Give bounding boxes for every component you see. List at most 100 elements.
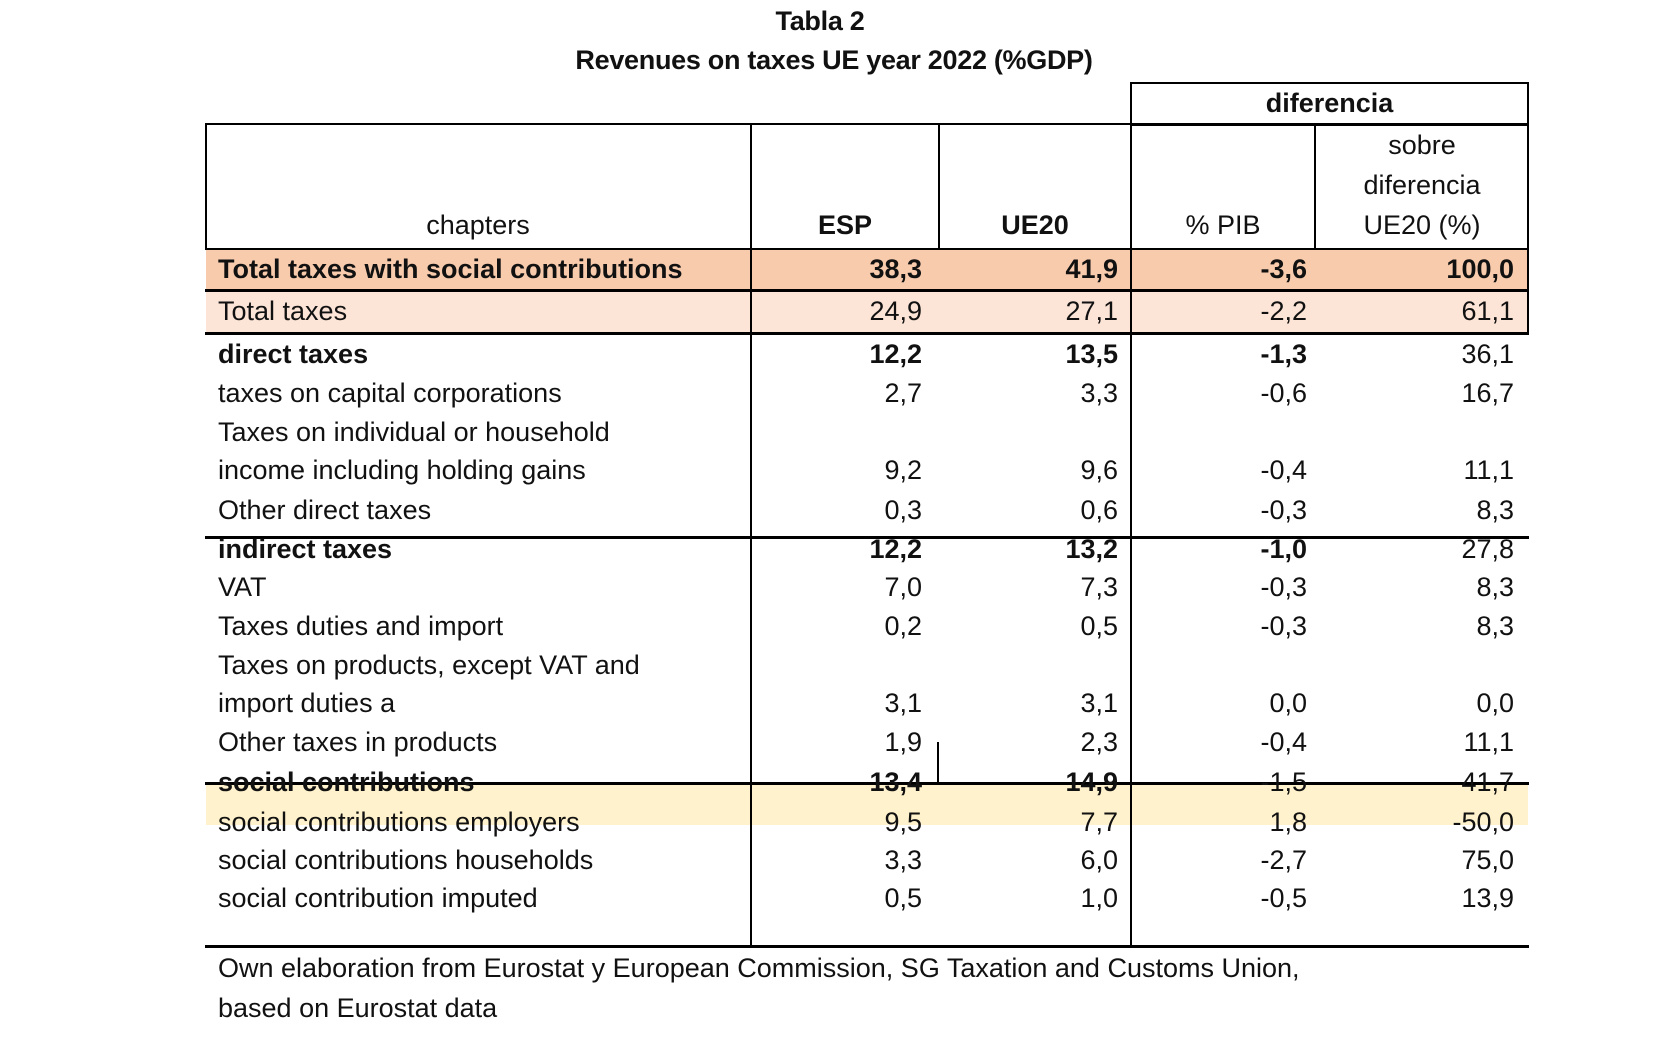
row-label: social contributions households (218, 845, 594, 875)
rule-after-indirect-taxes (205, 782, 1529, 785)
row-label: VAT (218, 572, 267, 602)
row-value-pib: 0,0 (1269, 688, 1307, 718)
row-value-sobre: 41,7 (1461, 767, 1514, 797)
divider-right-top (1527, 124, 1529, 334)
row-value-pib: 1,8 (1269, 807, 1307, 837)
row-value-pib: -0,4 (1260, 455, 1307, 485)
row-value-ue20: 13,5 (1065, 339, 1118, 369)
rule-after-total-with-social (205, 289, 1529, 292)
divider-chapters-esp (750, 124, 752, 947)
source-note-line2: based on Eurostat data (218, 993, 498, 1023)
row-value-ue20: 0,5 (1080, 611, 1118, 641)
row-fill-total-taxes (206, 291, 1528, 333)
row-label: taxes on capital corporations (218, 378, 562, 408)
table-subtitle: Revenues on taxes UE year 2022 (%GDP) (575, 45, 1093, 75)
row-value-sobre: 36,1 (1461, 339, 1514, 369)
rule-after-direct-taxes (205, 536, 1529, 539)
row-value-esp: 3,3 (884, 845, 922, 875)
row-label: Taxes on products, except VAT and (218, 650, 640, 680)
row-value-sobre: 11,1 (1463, 455, 1514, 485)
row-value-ue20: 13,2 (1065, 534, 1118, 564)
row-value-sobre: 27,8 (1461, 534, 1514, 564)
row-value-ue20: 2,3 (1080, 727, 1118, 757)
row-fill-social-contributions (206, 785, 1528, 825)
row-value-pib: -0,5 (1260, 883, 1307, 913)
row-label: social contributions (218, 767, 475, 797)
row-value-ue20: 6,0 (1080, 845, 1118, 875)
row-value-pib: -2,2 (1260, 296, 1307, 326)
row-fill-total-with-social (206, 249, 1528, 290)
row-value-pib: -0,3 (1260, 495, 1307, 525)
row-value-ue20: 7,3 (1080, 572, 1118, 602)
column-header-chapters: chapters (426, 210, 530, 240)
diferencia-label: diferencia (1265, 88, 1394, 118)
column-header-pib: % PIB (1185, 210, 1261, 240)
row-value-sobre: 16,7 (1461, 378, 1514, 408)
table-title: Tabla 2 (775, 6, 865, 36)
row-value-ue20: 1,0 (1080, 883, 1118, 913)
row-value-ue20: 7,7 (1080, 807, 1118, 837)
row-label: Other direct taxes (218, 495, 432, 525)
row-value-pib: -0,3 (1260, 572, 1307, 602)
row-value-pib: -3,6 (1260, 254, 1307, 284)
row-value-sobre: 0,0 (1476, 688, 1514, 718)
row-value-esp: 3,1 (884, 688, 922, 718)
row-value-sobre: 61,1 (1461, 296, 1514, 326)
row-label: income including holding gains (218, 455, 586, 485)
row-value-esp: 7,0 (884, 572, 922, 602)
row-value-esp: 12,2 (869, 534, 922, 564)
row-value-sobre: 8,3 (1476, 495, 1514, 525)
row-value-ue20: 3,1 (1080, 688, 1118, 718)
row-label: Taxes on individual or household (218, 417, 610, 447)
row-value-pib: -0,6 (1260, 378, 1307, 408)
row-label: indirect taxes (218, 534, 393, 564)
stray-cell-border (937, 742, 939, 782)
row-value-pib: -2,7 (1260, 845, 1307, 875)
row-value-esp: 38,3 (869, 254, 922, 284)
column-header-esp: ESP (817, 210, 873, 240)
row-label: social contribution imputed (218, 883, 538, 913)
column-header-ue20: UE20 (1001, 210, 1069, 240)
column-header-sobre-line2: diferencia (1363, 170, 1481, 200)
row-label: direct taxes (218, 339, 369, 369)
row-value-esp: 0,3 (884, 495, 922, 525)
row-value-esp: 0,2 (884, 611, 922, 641)
row-value-esp: 2,7 (884, 378, 922, 408)
row-value-pib: -0,3 (1260, 611, 1307, 641)
row-value-sobre: 11,1 (1463, 727, 1514, 757)
row-label: Other taxes in products (218, 727, 498, 757)
row-value-ue20: 27,1 (1065, 296, 1118, 326)
row-label: Taxes duties and import (218, 611, 504, 641)
row-value-ue20: 14,9 (1065, 767, 1118, 797)
row-value-sobre: -50,0 (1452, 807, 1514, 837)
row-value-sobre: 75,0 (1461, 845, 1514, 875)
row-value-esp: 9,5 (884, 807, 922, 837)
row-value-ue20: 3,3 (1080, 378, 1118, 408)
row-value-esp: 13,4 (869, 767, 922, 797)
rule-table-bottom (205, 945, 1529, 948)
row-value-esp: 1,9 (884, 727, 922, 757)
row-value-ue20: 41,9 (1065, 254, 1118, 284)
row-value-pib: -1,5 (1260, 767, 1307, 797)
row-value-esp: 24,9 (869, 296, 922, 326)
divider-ue20-diferencia (1130, 82, 1132, 947)
row-value-sobre: 13,9 (1461, 883, 1514, 913)
row-value-ue20: 9,6 (1080, 455, 1118, 485)
row-value-pib: -1,3 (1260, 339, 1307, 369)
row-value-sobre: 8,3 (1476, 611, 1514, 641)
column-header-sobre-line1: sobre (1388, 130, 1456, 160)
row-value-sobre: 100,0 (1446, 254, 1514, 284)
row-value-pib: -1,0 (1260, 534, 1307, 564)
row-value-pib: -0,4 (1260, 727, 1307, 757)
row-label: Total taxes (218, 296, 348, 326)
rule-after-total-taxes (205, 332, 1529, 335)
row-value-esp: 0,5 (884, 883, 922, 913)
column-header-sobre-line3: UE20 (%) (1363, 210, 1481, 240)
divider-esp-ue20-header (938, 124, 940, 249)
row-value-sobre: 8,3 (1476, 572, 1514, 602)
row-value-ue20: 0,6 (1080, 495, 1118, 525)
row-value-esp: 9,2 (884, 455, 922, 485)
row-label: social contributions employers (218, 807, 580, 837)
divider-pib-sobre-header (1314, 124, 1316, 249)
row-label: import duties a (218, 688, 396, 718)
